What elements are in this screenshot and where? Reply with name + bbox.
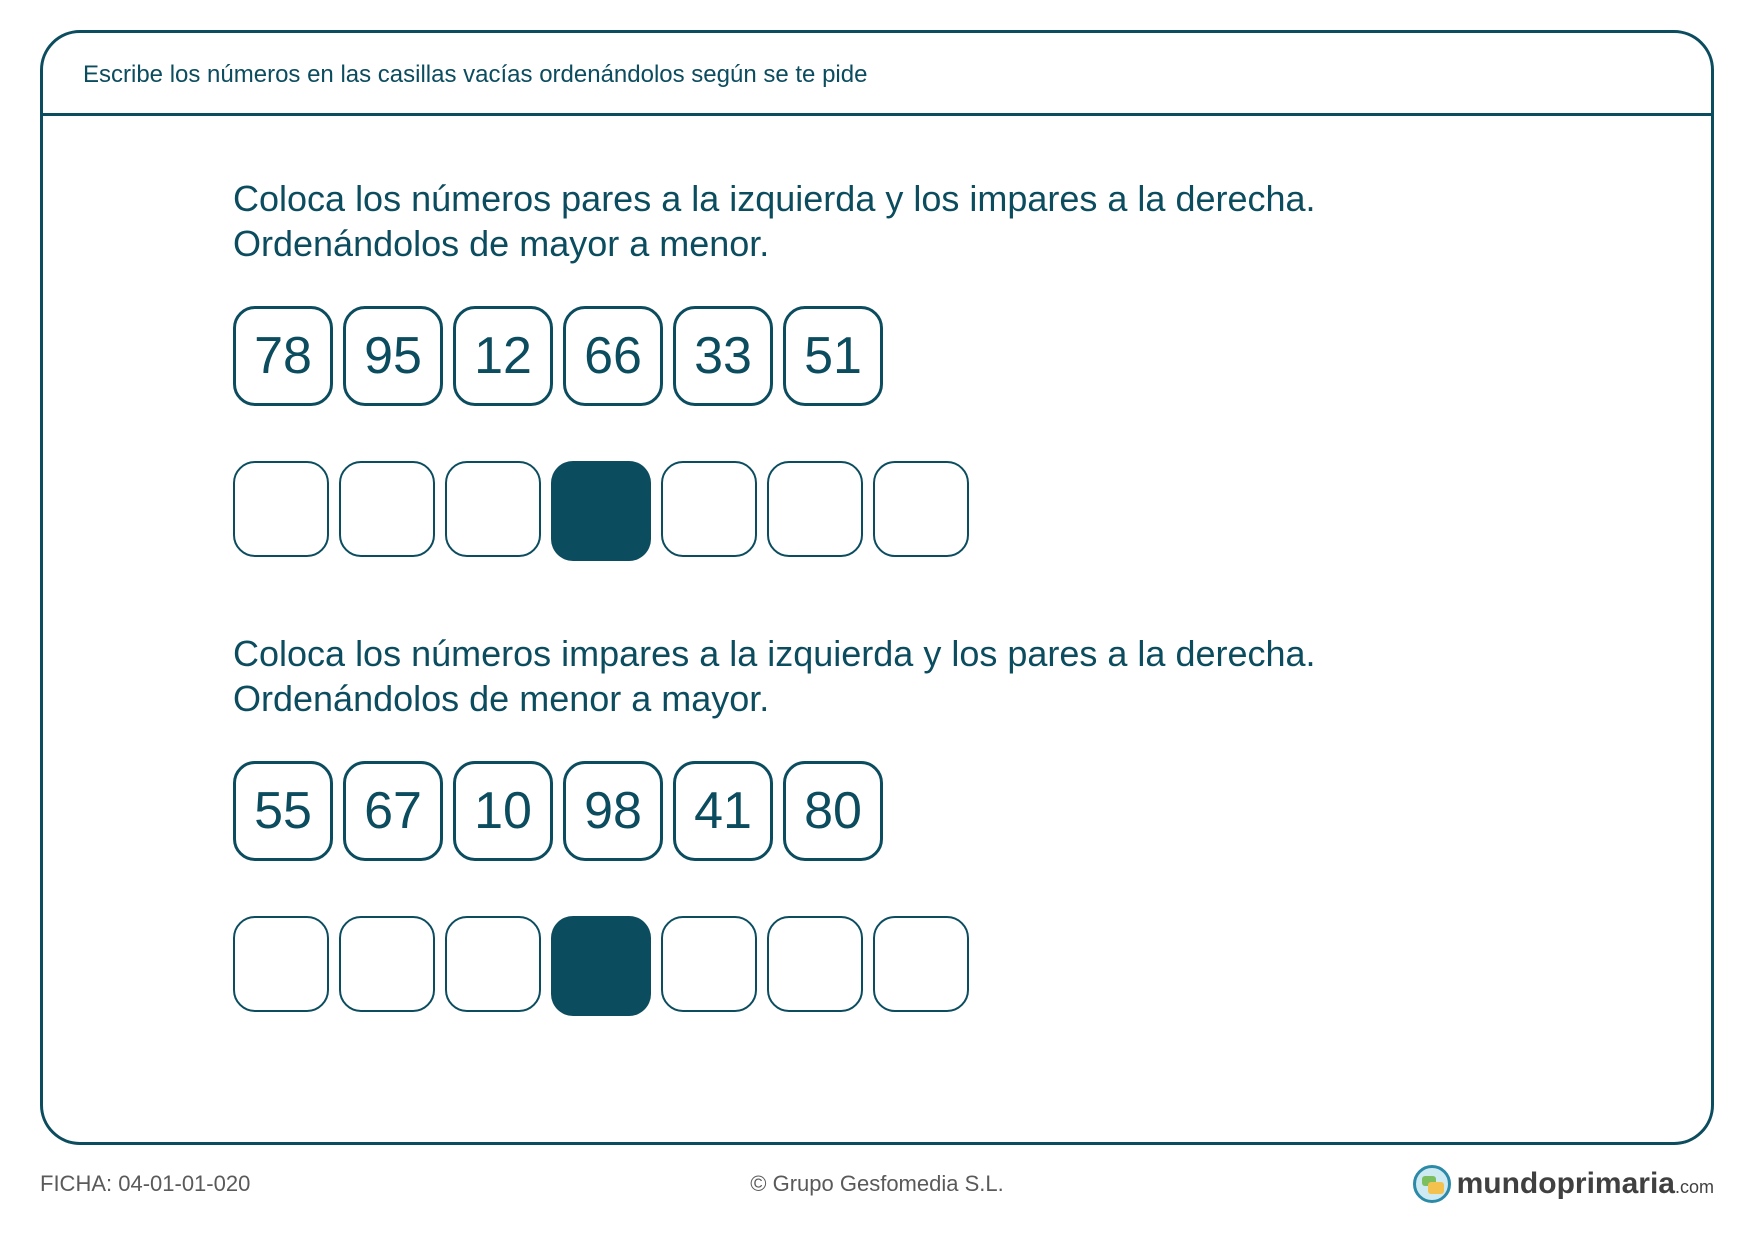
- brand-suffix: .com: [1675, 1177, 1714, 1197]
- given-number-box: 98: [563, 761, 663, 861]
- globe-icon: [1413, 1165, 1451, 1203]
- exercise-1-line1: Coloca los números pares a la izquierda …: [233, 178, 1316, 219]
- header-instruction: Escribe los números en las casillas vací…: [83, 61, 1671, 89]
- given-number-box: 55: [233, 761, 333, 861]
- exercise-2: Coloca los números impares a la izquierd…: [233, 631, 1521, 1016]
- answer-slot-separator: [551, 916, 651, 1016]
- worksheet-frame: Escribe los números en las casillas vací…: [40, 30, 1714, 1145]
- given-number-box: 95: [343, 306, 443, 406]
- exercise-1-answer-row: [233, 461, 1521, 561]
- given-number-box: 78: [233, 306, 333, 406]
- exercise-1: Coloca los números pares a la izquierda …: [233, 176, 1521, 561]
- exercise-2-given-row: 55 67 10 98 41 80: [233, 761, 1521, 861]
- exercise-1-given-row: 78 95 12 66 33 51: [233, 306, 1521, 406]
- answer-slot-empty[interactable]: [339, 461, 435, 557]
- brand-name: mundoprimaria: [1457, 1167, 1675, 1200]
- answer-slot-empty[interactable]: [873, 461, 969, 557]
- answer-slot-empty[interactable]: [233, 916, 329, 1012]
- answer-slot-empty[interactable]: [767, 461, 863, 557]
- exercise-2-line2: Ordenándolos de menor a mayor.: [233, 678, 769, 719]
- given-number-box: 12: [453, 306, 553, 406]
- exercise-1-line2: Ordenándolos de mayor a menor.: [233, 223, 769, 264]
- given-number-box: 10: [453, 761, 553, 861]
- given-number-box: 51: [783, 306, 883, 406]
- exercise-2-instruction: Coloca los números impares a la izquierd…: [233, 631, 1521, 721]
- given-number-box: 67: [343, 761, 443, 861]
- exercise-1-instruction: Coloca los números pares a la izquierda …: [233, 176, 1521, 266]
- answer-slot-empty[interactable]: [661, 461, 757, 557]
- given-number-box: 66: [563, 306, 663, 406]
- worksheet-header: Escribe los números en las casillas vací…: [43, 33, 1711, 116]
- given-number-box: 41: [673, 761, 773, 861]
- answer-slot-empty[interactable]: [233, 461, 329, 557]
- brand-logo-text: mundoprimaria.com: [1457, 1167, 1714, 1201]
- given-number-box: 80: [783, 761, 883, 861]
- answer-slot-empty[interactable]: [339, 916, 435, 1012]
- answer-slot-empty[interactable]: [767, 916, 863, 1012]
- worksheet-content: Coloca los números pares a la izquierda …: [43, 116, 1711, 1016]
- exercise-2-answer-row: [233, 916, 1521, 1016]
- answer-slot-empty[interactable]: [661, 916, 757, 1012]
- copyright-text: © Grupo Gesfomedia S.L.: [750, 1171, 1003, 1197]
- ficha-code: FICHA: 04-01-01-020: [40, 1171, 250, 1197]
- answer-slot-separator: [551, 461, 651, 561]
- brand-logo: mundoprimaria.com: [1413, 1165, 1714, 1203]
- answer-slot-empty[interactable]: [873, 916, 969, 1012]
- answer-slot-empty[interactable]: [445, 461, 541, 557]
- exercise-2-line1: Coloca los números impares a la izquierd…: [233, 633, 1316, 674]
- worksheet-footer: FICHA: 04-01-01-020 © Grupo Gesfomedia S…: [40, 1165, 1714, 1203]
- answer-slot-empty[interactable]: [445, 916, 541, 1012]
- given-number-box: 33: [673, 306, 773, 406]
